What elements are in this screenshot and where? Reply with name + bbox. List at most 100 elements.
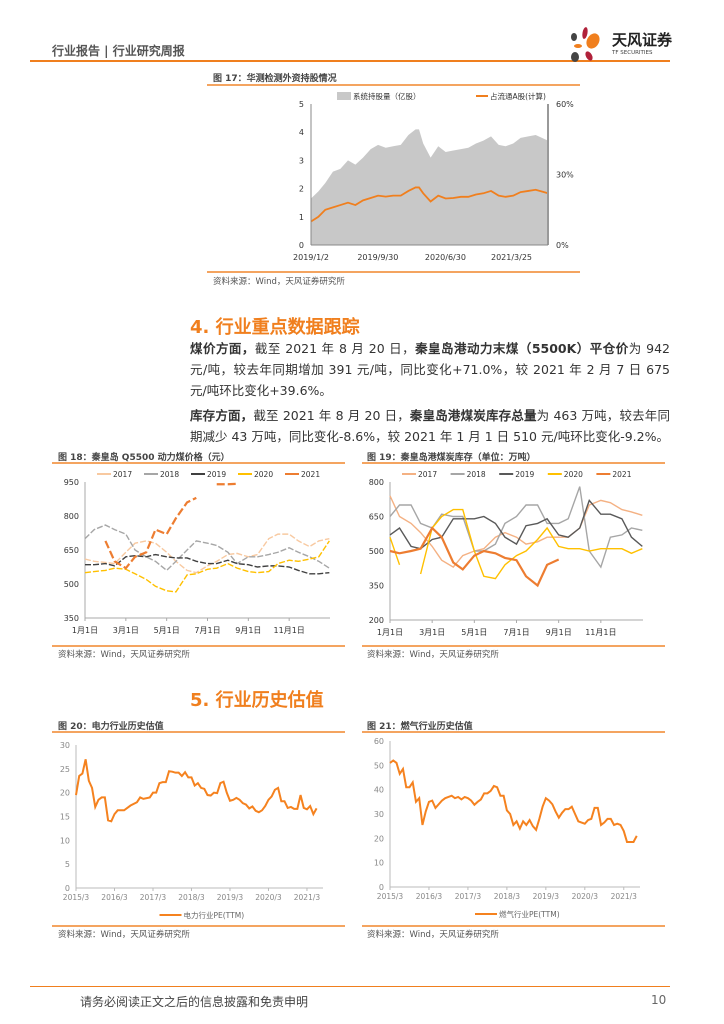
fig21-bottom-rule <box>362 925 665 927</box>
x-tick: 11月1日 <box>274 626 305 635</box>
p1-lead: 煤价方面， <box>190 341 255 356</box>
fig17-bottom-rule <box>207 271 580 273</box>
y-tick: 40 <box>374 786 384 795</box>
x-tick: 2015/3 <box>377 892 404 901</box>
series-line-2019 <box>85 553 330 575</box>
y-left-tick: 5 <box>299 100 304 109</box>
fig17-title: 图 17：华测检测外资持股情况 <box>213 74 337 84</box>
coal-price-paragraph: 煤价方面，截至 2021 年 8 月 20 日，秦皇岛港动力末煤（5500K）平… <box>190 338 670 401</box>
x-tick: 9月1日 <box>235 626 261 635</box>
y-tick: 30 <box>374 810 384 819</box>
x-tick: 5月1日 <box>154 626 180 635</box>
y-left-tick: 0 <box>299 241 304 250</box>
section-4-heading: 4. 行业重点数据跟踪 <box>190 317 360 338</box>
x-tick: 2018/3 <box>494 892 521 901</box>
legend-label: 2021 <box>612 470 631 479</box>
y-right-tick: 60% <box>556 100 574 109</box>
x-tick: 3月1日 <box>419 628 445 637</box>
legend-label: 2018 <box>467 470 486 479</box>
footer-divider <box>30 986 670 987</box>
x-tick: 9月1日 <box>546 628 572 637</box>
fig17-chart: 0 1 2 3 4 5 0% 30% 60% 2019/1/2 2019/9/30 2020/6/30… <box>293 91 574 262</box>
logo-subtext: TF SECURITIES <box>612 50 653 56</box>
series-line-2021 <box>389 526 560 588</box>
y-tick: 350 <box>369 582 384 591</box>
fig20-chart: 0 5 10 15 20 25 30 2015/3 2016/3 2017/3 2018/3 2019… <box>60 741 323 920</box>
x-tick: 2020/3 <box>572 892 599 901</box>
fig19-top-rule <box>362 462 665 464</box>
legend-label: 2017 <box>113 470 132 479</box>
y-tick: 0 <box>379 883 384 892</box>
x-tick: 1月1日 <box>72 626 98 635</box>
page-number: 10 <box>651 993 667 1007</box>
series-line-2020 <box>84 540 330 593</box>
p1-bold: 秦皇岛港动力末煤（5500K）平仓价 <box>415 341 629 356</box>
pe-line <box>75 759 318 823</box>
y-right-tick: 0% <box>556 241 569 250</box>
y-left-tick: 1 <box>299 213 304 222</box>
y-tick: 650 <box>64 546 79 555</box>
y-tick: 500 <box>64 580 79 589</box>
x-tick: 7月1日 <box>503 628 529 637</box>
header-divider <box>30 60 670 62</box>
series-line-2019 <box>389 499 643 550</box>
fig18-chart: 350 500 650 800 950 1月1日 3月1日 5月1日 7月1日 9月1日 11月1日… <box>64 470 330 635</box>
legend-label: 2019 <box>515 470 534 479</box>
y-tick: 20 <box>374 834 384 843</box>
y-tick: 500 <box>369 547 384 556</box>
x-tick: 11月1日 <box>585 628 616 637</box>
y-left-tick: 4 <box>299 128 304 137</box>
p2-text: 截至 2021 年 8 月 20 日， <box>253 408 410 423</box>
fig18-source: 资料来源：Wind，天风证券研究所 <box>58 650 190 660</box>
logo-text: 天风证券 <box>612 31 673 49</box>
y-tick: 200 <box>369 616 384 625</box>
coal-inventory-paragraph: 库存方面，截至 2021 年 8 月 20 日，秦皇岛港煤炭库存总量为 463 … <box>190 405 670 447</box>
footer-disclaimer: 请务必阅读正文之后的信息披露和免责申明 <box>80 995 309 1009</box>
y-tick: 5 <box>65 860 70 869</box>
p1-text-2: 为 942 元/吨，较去年同期增加 391 元/吨，同比变化+71.0%，较 2… <box>190 341 670 398</box>
report-header: 行业报告 | 行业研究周报 <box>52 44 185 58</box>
x-tick: 5月1日 <box>461 628 487 637</box>
legend-label: 电力行业PE(TTM) <box>184 910 245 920</box>
fig19-chart: 200 350 500 650 800 1月1日 3月1日 5月1日 7月1日 9月1日 11月1日… <box>369 470 643 637</box>
y-right-tick: 30% <box>556 171 574 180</box>
logo-mark-icon <box>571 27 600 62</box>
y-tick: 800 <box>369 478 384 487</box>
p2-bold: 秦皇岛港煤炭库存总量 <box>409 408 537 423</box>
y-tick: 60 <box>374 737 384 746</box>
series-line-2017 <box>389 495 643 569</box>
legend-label: 2020 <box>254 470 273 479</box>
y-tick: 10 <box>374 859 384 868</box>
fig18-top-rule <box>52 462 345 464</box>
fig21-source: 资料来源：Wind，天风证券研究所 <box>367 930 499 940</box>
x-tick: 2016/3 <box>101 893 128 902</box>
series-line-2018 <box>84 524 330 572</box>
y-tick: 350 <box>64 614 79 623</box>
x-tick: 2018/3 <box>178 893 205 902</box>
series-line-2020 <box>419 508 643 580</box>
fig19-bottom-rule <box>362 645 665 647</box>
x-tick: 2016/3 <box>416 892 443 901</box>
section-4-body: 煤价方面， 截至 2021 年 8 月 20 日， 秦皇岛港动力末煤（5500K）平… <box>190 338 670 447</box>
x-tick: 2021/3 <box>294 893 321 902</box>
legend-label: 燃气行业PE(TTM) <box>499 909 560 919</box>
fig21-chart: 0 10 20 30 40 50 60 2015/3 2016/3 2017/3 2018/3 201… <box>374 737 640 919</box>
x-tick: 2019/9/30 <box>357 253 398 262</box>
legend-label: 2018 <box>160 470 179 479</box>
fig19-source: 资料来源：Wind，天风证券研究所 <box>367 650 499 660</box>
x-tick: 2017/3 <box>455 892 482 901</box>
legend-label: 2021 <box>301 470 320 479</box>
x-tick: 2021/3/25 <box>491 253 532 262</box>
x-tick: 2015/3 <box>63 893 90 902</box>
fig20-bottom-rule <box>52 925 345 927</box>
y-tick: 30 <box>60 741 70 750</box>
y-tick: 0 <box>65 884 70 893</box>
y-left-tick: 3 <box>299 156 304 165</box>
y-left-tick: 2 <box>299 185 304 194</box>
x-tick: 2019/1/2 <box>293 253 329 262</box>
fig19-title: 图 19：秦皇岛港煤炭库存（单位：万吨） <box>367 453 536 463</box>
fig20-source: 资料来源：Wind，天风证券研究所 <box>58 930 190 940</box>
fig18-bottom-rule <box>52 645 345 647</box>
y-tick: 650 <box>369 513 384 522</box>
fig20-top-rule <box>52 731 345 733</box>
